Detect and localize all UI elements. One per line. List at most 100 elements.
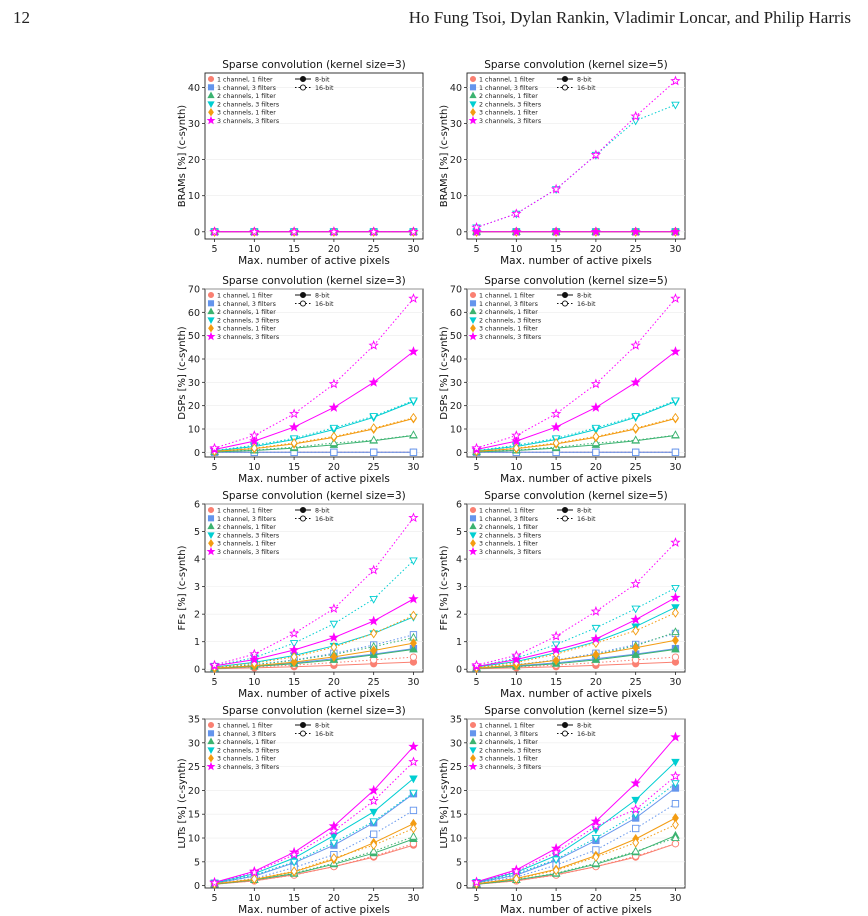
data-point [328, 632, 339, 642]
data-point [671, 430, 680, 439]
x-tick-label: 5 [212, 893, 218, 904]
y-tick-label: 35 [450, 715, 462, 726]
data-point [209, 442, 220, 453]
y-tick-label: 20 [188, 786, 200, 797]
data-point [671, 758, 680, 767]
legend-style-marker [561, 730, 569, 737]
y-tick-label: 20 [450, 401, 462, 412]
data-point [471, 222, 482, 232]
legend-marker [469, 291, 477, 299]
data-point [670, 592, 681, 603]
legend-marker [207, 522, 215, 530]
data-point [550, 630, 562, 641]
data-point [630, 340, 641, 350]
y-tick-label: 35 [188, 715, 200, 726]
data-point [249, 866, 260, 877]
data-point [368, 795, 379, 806]
data-point [328, 226, 340, 237]
legend-marker [469, 522, 477, 530]
series-line [476, 606, 676, 668]
legend-label: 1 channel, 3 filters [479, 516, 538, 523]
x-tick-label: 5 [212, 462, 218, 473]
data-point [290, 866, 298, 877]
y-tick-label: 2 [456, 610, 462, 621]
y-tick-label: 4 [456, 555, 462, 566]
x-tick-label: 25 [630, 677, 642, 688]
legend-marker [469, 75, 477, 83]
legend-label: 2 channels, 1 filter [479, 309, 538, 316]
legend-marker [207, 91, 215, 99]
legend-label: 2 channels, 1 filter [217, 524, 276, 531]
x-tick-label: 25 [630, 462, 642, 473]
legend-marker [206, 761, 216, 771]
y-tick-label: 20 [450, 155, 462, 166]
data-point [409, 644, 418, 653]
plot-frame [466, 72, 686, 240]
legend-marker [469, 84, 477, 91]
data-point [591, 424, 601, 433]
data-point [288, 849, 300, 860]
y-tick-label: 6 [456, 500, 462, 511]
series-line [214, 598, 414, 667]
legend-label: 2 channels, 1 filter [217, 739, 276, 746]
data-point [288, 226, 300, 237]
data-point [328, 825, 339, 836]
legend-label: 1 channel, 3 filters [479, 301, 538, 308]
data-point [408, 741, 419, 752]
x-tick-label: 10 [248, 462, 260, 473]
data-point [671, 627, 680, 636]
x-tick-label: 25 [368, 462, 380, 473]
x-tick-label: 15 [550, 244, 562, 255]
data-point [289, 628, 300, 638]
data-point [631, 846, 640, 855]
data-point [630, 578, 641, 589]
series-line [476, 417, 676, 452]
y-tick-label: 3 [194, 582, 200, 593]
data-point [630, 614, 641, 625]
legend-marker [206, 546, 216, 556]
y-tick-label: 30 [188, 378, 200, 389]
data-point [631, 413, 640, 421]
x-tick-label: 5 [212, 244, 218, 255]
data-point [511, 654, 522, 665]
legend-label: 2 channels, 3 filters [479, 101, 541, 108]
legend-label: 3 channels, 3 filters [479, 334, 541, 341]
y-tick-label: 6 [194, 500, 200, 511]
x-tick-label: 20 [590, 462, 602, 473]
y-tick-label: 20 [188, 401, 200, 412]
series-line [476, 542, 676, 666]
legend-marker [207, 515, 215, 522]
y-tick-label: 20 [188, 155, 200, 166]
series-line [214, 400, 414, 451]
plot-frame [204, 718, 424, 889]
legend-marker [207, 747, 215, 754]
x-tick-label: 10 [510, 677, 522, 688]
data-point [671, 448, 680, 456]
data-point [592, 448, 600, 456]
series-line [476, 400, 676, 451]
data-point [289, 858, 299, 867]
series-line [476, 435, 676, 453]
data-point [590, 402, 601, 412]
y-tick-label: 60 [450, 308, 462, 319]
chart-title: Sparse convolution (kernel size=3) [222, 490, 406, 502]
series-line [476, 648, 676, 669]
legend-label: 2 channels, 1 filter [217, 309, 276, 316]
chart-panel: 0 5 10 15 20 25 30 35 5 10 15 20 25 30 Sparse convolut… [439, 705, 686, 916]
series-line [476, 298, 676, 449]
series-line [476, 351, 676, 450]
data-point [409, 557, 418, 566]
legend-label: 1 channel, 1 filter [217, 723, 273, 730]
y-tick-label: 0 [194, 665, 200, 676]
data-point [209, 877, 220, 888]
data-point [511, 430, 522, 440]
data-point [632, 625, 640, 636]
legend-marker [469, 721, 477, 729]
legend-label: 2 channels, 3 filters [217, 101, 279, 108]
x-tick-label: 5 [474, 462, 480, 473]
data-point [551, 856, 561, 865]
legend-label: 3 channels, 3 filters [479, 118, 541, 125]
y-tick-label: 10 [450, 834, 462, 845]
legend-label: 3 channels, 3 filters [217, 334, 279, 341]
